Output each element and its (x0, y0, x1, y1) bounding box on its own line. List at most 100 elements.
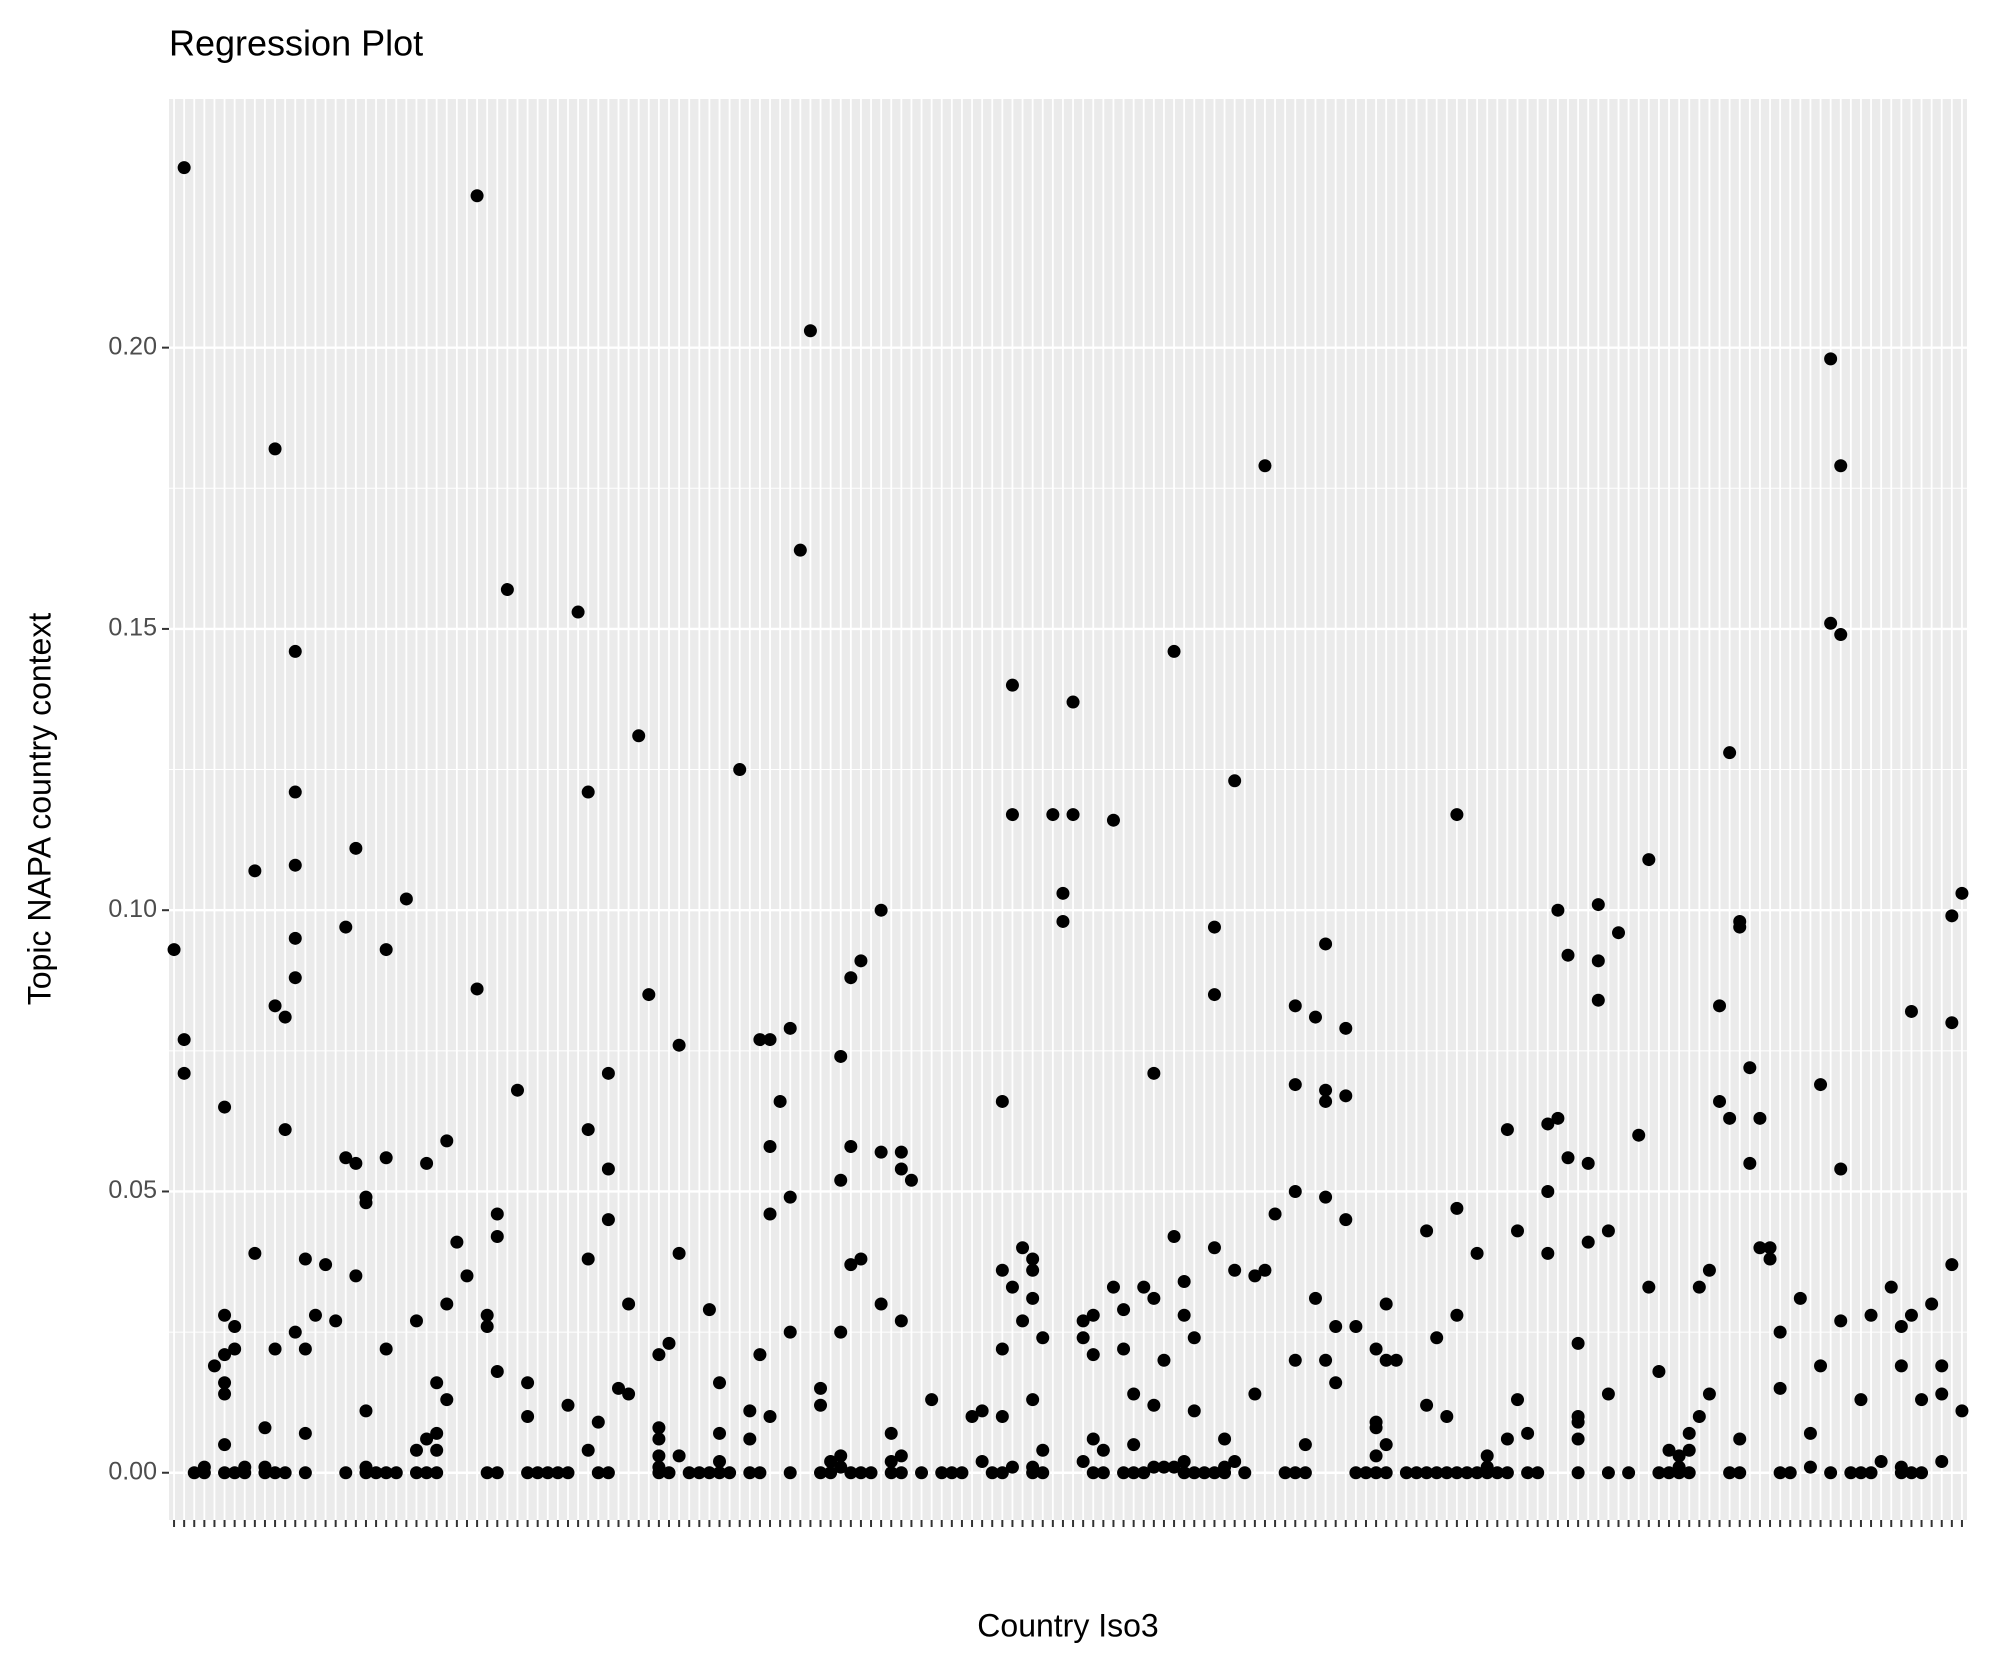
point (1682, 1443, 1696, 1457)
point (1500, 1466, 1514, 1480)
point (1450, 1201, 1464, 1215)
point (753, 1348, 767, 1362)
point (298, 1252, 312, 1266)
point (894, 1466, 908, 1480)
point (480, 1466, 494, 1480)
point (1733, 1432, 1747, 1446)
point (349, 841, 363, 855)
point (288, 785, 302, 799)
point (1319, 937, 1333, 951)
point (1117, 1466, 1131, 1480)
point (814, 1466, 828, 1480)
y-tick-label: 0.10 (108, 895, 157, 923)
point (1955, 1404, 1969, 1418)
point (1147, 1398, 1161, 1412)
point (733, 763, 747, 777)
point (844, 1466, 858, 1480)
panel-background (169, 99, 1967, 1520)
point (1379, 1297, 1393, 1311)
point (783, 1466, 797, 1480)
point (773, 1094, 787, 1108)
point (1723, 1111, 1737, 1125)
point (1450, 1308, 1464, 1322)
point (1026, 1291, 1040, 1305)
point (1036, 1466, 1050, 1480)
point (763, 1207, 777, 1221)
point (1824, 616, 1838, 630)
point (521, 1466, 535, 1480)
point (894, 1162, 908, 1176)
point (288, 931, 302, 945)
point (925, 1393, 939, 1407)
point (480, 1308, 494, 1322)
point (995, 1094, 1009, 1108)
point (1803, 1460, 1817, 1474)
point (894, 1145, 908, 1159)
point (1207, 1241, 1221, 1255)
point (713, 1376, 727, 1390)
point (1339, 1089, 1353, 1103)
point (1511, 1393, 1524, 1407)
point (490, 1207, 504, 1221)
point (622, 1297, 636, 1311)
point (1137, 1466, 1151, 1480)
point (369, 1466, 383, 1480)
point (743, 1466, 757, 1480)
point (1945, 1258, 1959, 1272)
point (1319, 1083, 1333, 1097)
point (339, 1151, 353, 1165)
point (1319, 1094, 1333, 1108)
point (1197, 1466, 1211, 1480)
point (864, 1466, 878, 1480)
point (379, 943, 393, 957)
point (1379, 1438, 1393, 1452)
point (1692, 1280, 1706, 1294)
point (1945, 909, 1959, 923)
point (874, 903, 888, 917)
point (329, 1314, 343, 1328)
point (1915, 1466, 1929, 1480)
point (844, 1258, 858, 1272)
point (652, 1348, 666, 1362)
point (1682, 1426, 1696, 1440)
point (1733, 1466, 1747, 1480)
point (490, 1466, 504, 1480)
point (379, 1342, 393, 1356)
point (1753, 1111, 1767, 1125)
point (278, 1123, 292, 1137)
point (248, 1246, 262, 1260)
point (1036, 1443, 1050, 1457)
point (430, 1443, 444, 1457)
point (1137, 1280, 1151, 1294)
point (814, 1398, 828, 1412)
point (632, 729, 646, 743)
point (1733, 920, 1747, 934)
point (702, 1466, 716, 1480)
point (1470, 1466, 1484, 1480)
point (672, 1449, 686, 1463)
point (490, 1229, 504, 1243)
point (510, 1083, 524, 1097)
point (692, 1466, 706, 1480)
y-tick-label: 0.05 (108, 1176, 157, 1204)
point (1450, 808, 1464, 822)
point (561, 1398, 575, 1412)
point (955, 1466, 969, 1480)
point (1935, 1454, 1949, 1468)
point (1258, 1263, 1272, 1277)
point (1460, 1466, 1474, 1480)
point (218, 1348, 232, 1362)
point (1521, 1426, 1535, 1440)
point (551, 1466, 565, 1480)
point (783, 1021, 797, 1035)
point (1288, 1353, 1302, 1367)
point (1925, 1297, 1939, 1311)
point (1026, 1263, 1040, 1277)
point (844, 1139, 858, 1153)
point (1470, 1246, 1484, 1260)
point (1248, 1269, 1262, 1283)
point (218, 1387, 232, 1401)
point (288, 1325, 302, 1339)
point (470, 982, 484, 996)
